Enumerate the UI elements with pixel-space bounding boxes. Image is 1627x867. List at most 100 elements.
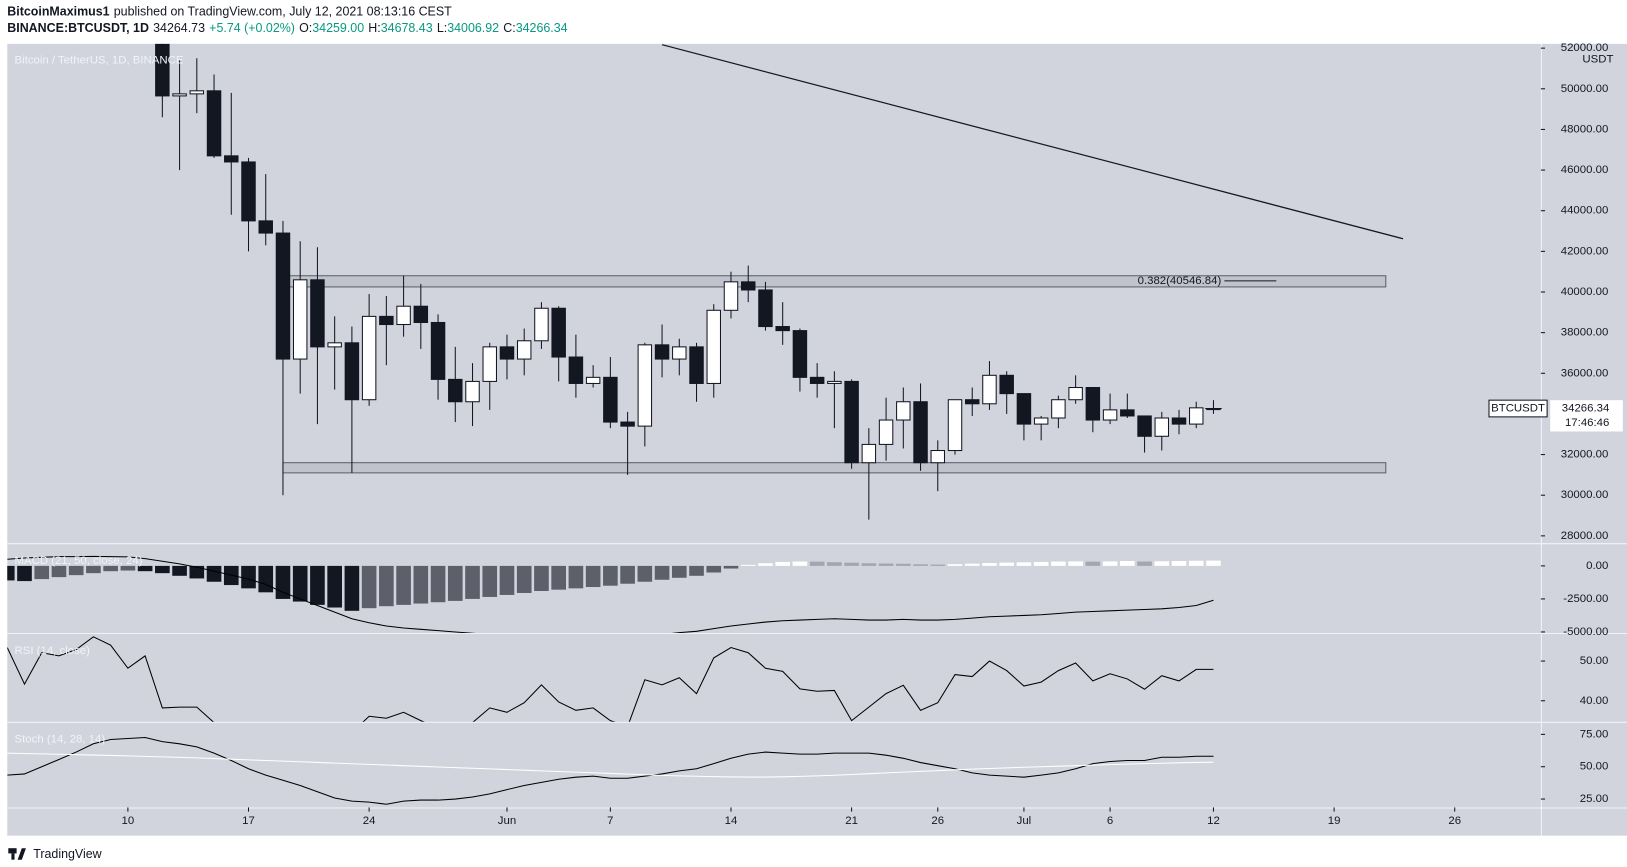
macd-histogram-bar xyxy=(758,563,773,566)
macd-histogram-bar xyxy=(241,565,256,589)
y-tick-label: 44000.00 xyxy=(1561,205,1609,217)
macd-histogram-bar xyxy=(137,565,153,572)
candle-body xyxy=(482,346,497,382)
symbol-label: BTCUSDT xyxy=(1491,403,1545,415)
candle-body xyxy=(430,321,446,380)
macd-histogram-bar xyxy=(620,565,635,584)
candle-body xyxy=(379,315,394,326)
candle-body xyxy=(1102,409,1118,421)
ohlc-label: O: xyxy=(299,22,312,36)
candle-body xyxy=(1033,417,1049,425)
trendline xyxy=(661,44,1404,240)
macd-histogram-bar xyxy=(654,565,670,580)
macd-histogram-bar xyxy=(1206,560,1221,566)
indicator-line xyxy=(7,736,1214,805)
y-tick-label: 25.00 xyxy=(1580,793,1609,805)
indicator-line xyxy=(7,636,1214,722)
fib-label: 0.382(40546.84) xyxy=(1138,275,1222,287)
candle-body xyxy=(1051,399,1066,419)
y-tick-label: 28000.00 xyxy=(1561,530,1609,542)
candle-body xyxy=(723,281,739,311)
x-tick-label: 6 xyxy=(1107,815,1113,827)
y-tick-label: 75.00 xyxy=(1580,728,1609,740)
macd-histogram-bar xyxy=(1171,561,1187,566)
macd-histogram-bar xyxy=(17,565,32,582)
pane-title: RSI (14, close) xyxy=(15,645,91,657)
chart-area xyxy=(7,43,1627,836)
macd-histogram-bar xyxy=(396,565,411,605)
macd-histogram-bar xyxy=(637,565,653,582)
candle-body xyxy=(551,307,566,358)
candle-body xyxy=(947,399,963,452)
candle-body xyxy=(1137,415,1152,437)
macd-histogram-bar xyxy=(482,565,498,597)
macd-histogram-bar xyxy=(68,565,84,576)
candle-body xyxy=(516,340,532,360)
macd-histogram-bar xyxy=(361,565,377,609)
x-tick-label: 24 xyxy=(363,815,376,827)
macd-histogram-bar xyxy=(1016,562,1032,566)
candle-body xyxy=(224,155,239,163)
candle-body xyxy=(310,279,325,348)
pane xyxy=(7,636,1214,722)
macd-histogram-bar xyxy=(516,565,532,593)
y-tick-label: 48000.00 xyxy=(1561,123,1609,135)
pane xyxy=(7,736,1214,805)
macd-histogram-bar xyxy=(568,565,584,589)
candle-body xyxy=(396,305,411,326)
x-tick-label: 26 xyxy=(931,815,944,827)
macd-histogram-bar xyxy=(258,565,274,593)
candle-body xyxy=(878,419,894,445)
y-tick-label: 50.00 xyxy=(1580,655,1609,667)
pane-title: MACD (21, 50, close, 24) xyxy=(15,555,143,567)
symbol: BINANCE:BTCUSDT, 1D xyxy=(7,22,149,36)
macd-histogram-bar xyxy=(155,565,170,574)
candle-body xyxy=(896,401,911,421)
candle-body xyxy=(361,315,377,401)
author: BitcoinMaximus1 xyxy=(7,5,109,19)
symbol-box xyxy=(1488,399,1548,418)
candle-body xyxy=(292,279,308,360)
macd-histogram-bar xyxy=(327,565,342,608)
macd-histogram-bar xyxy=(51,565,67,578)
header-line: BitcoinMaximus1 published on TradingView.… xyxy=(7,5,452,19)
candle-body xyxy=(1085,386,1101,421)
candle-body xyxy=(689,346,704,384)
indicator-line xyxy=(7,555,1214,634)
candle-body xyxy=(809,376,825,384)
macd-histogram-bar xyxy=(999,562,1015,566)
candle-body xyxy=(672,346,687,360)
candle-body xyxy=(1154,417,1170,437)
ohlc-label: H: xyxy=(368,22,380,36)
macd-histogram-bar xyxy=(344,565,360,611)
pane: 0.382(40546.84) xyxy=(155,43,1404,520)
x-tick-label: Jul xyxy=(1017,815,1032,827)
y-tick-label: 42000.00 xyxy=(1561,245,1609,257)
candle-body xyxy=(275,232,291,360)
candle-body xyxy=(654,344,670,360)
y-tick-label: 0.00 xyxy=(1586,560,1608,572)
macd-histogram-bar xyxy=(206,565,222,582)
candle-body xyxy=(172,93,187,97)
candle-body xyxy=(792,330,808,378)
candle-body xyxy=(465,380,480,403)
y-tick-label: 40.00 xyxy=(1580,695,1609,707)
candle-body xyxy=(534,307,549,342)
candle-body xyxy=(585,376,601,384)
candle-body xyxy=(844,380,859,464)
pane xyxy=(7,555,1221,634)
macd-histogram-bar xyxy=(447,565,463,601)
brand-logo xyxy=(8,848,26,860)
candle-body xyxy=(861,443,877,464)
y-tick-label: 38000.00 xyxy=(1561,327,1609,339)
macd-histogram-bar xyxy=(964,563,980,566)
macd-histogram-bar xyxy=(413,565,429,604)
macd-histogram-bar xyxy=(172,565,187,576)
macd-histogram-bar xyxy=(775,561,791,566)
macd-histogram-bar xyxy=(706,565,722,573)
candle-body xyxy=(448,378,463,403)
candle-body xyxy=(982,374,997,405)
x-tick-label: 14 xyxy=(725,815,738,827)
macd-histogram-bar xyxy=(465,565,480,599)
